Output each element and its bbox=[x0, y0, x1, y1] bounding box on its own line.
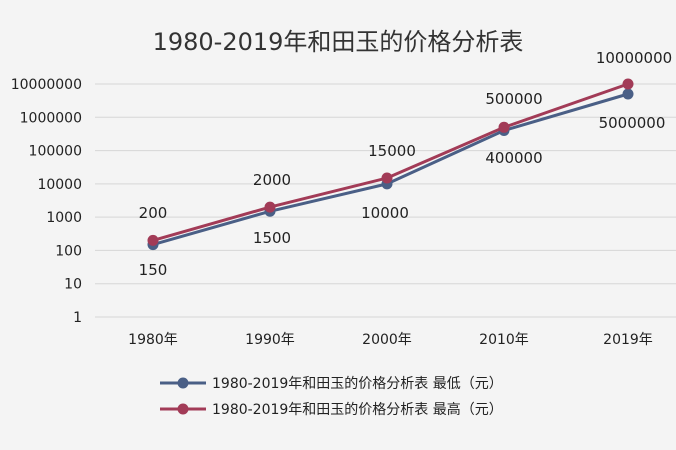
data-label-high: 10000000 bbox=[596, 49, 672, 67]
data-point bbox=[147, 234, 159, 246]
data-label-low: 400000 bbox=[485, 149, 542, 167]
data-label-high: 2000 bbox=[253, 171, 291, 189]
series-line-low bbox=[152, 92, 629, 247]
data-label-high: 15000 bbox=[368, 142, 416, 160]
y-tick-label: 1 bbox=[73, 310, 82, 326]
data-point bbox=[264, 201, 276, 213]
data-point bbox=[381, 172, 393, 184]
data-label-low: 1500 bbox=[253, 229, 291, 247]
y-tick-label: 100000 bbox=[29, 144, 82, 160]
y-tick-label: 10000000 bbox=[11, 77, 82, 93]
series-lines bbox=[147, 78, 634, 251]
data-label-high: 500000 bbox=[485, 90, 542, 108]
y-tick-label: 1000000 bbox=[20, 110, 82, 126]
y-tick-label: 100 bbox=[55, 243, 82, 259]
y-tick-label: 10000 bbox=[37, 177, 82, 193]
legend-label: 1980-2019年和田玉的价格分析表 最高（元） bbox=[212, 401, 503, 418]
x-tick-label: 1990年 bbox=[245, 332, 295, 348]
y-tick-label: 1000 bbox=[46, 210, 82, 226]
x-tick-label: 2010年 bbox=[479, 332, 529, 348]
chart-title: 1980-2019年和田玉的价格分析表 bbox=[153, 28, 524, 56]
y-tick-label: 10 bbox=[64, 277, 82, 293]
grid-lines bbox=[95, 83, 676, 318]
data-label-low: 10000 bbox=[361, 204, 409, 222]
x-tick-label: 1980年 bbox=[128, 332, 178, 348]
legend: 1980-2019年和田玉的价格分析表 最低（元） 1980-2019年和田玉的价… bbox=[160, 376, 503, 418]
data-label-low: 150 bbox=[139, 261, 168, 279]
data-point bbox=[622, 78, 634, 90]
data-point bbox=[498, 121, 510, 133]
data-labels: 150 1500 10000 400000 5000000 200 2000 15000 500… bbox=[139, 49, 673, 279]
y-axis-ticks: 1 10 100 1000 10000 100000 1000000 10000000 bbox=[11, 77, 82, 326]
x-tick-label: 2019年 bbox=[603, 332, 653, 348]
data-point bbox=[622, 88, 634, 100]
legend-marker bbox=[177, 377, 189, 389]
data-label-high: 200 bbox=[139, 204, 168, 222]
data-label-low: 5000000 bbox=[599, 114, 666, 132]
x-axis-ticks: 1980年 1990年 2000年 2010年 2019年 bbox=[128, 332, 653, 348]
legend-label: 1980-2019年和田玉的价格分析表 最低（元） bbox=[212, 376, 503, 392]
legend-marker bbox=[177, 403, 189, 415]
x-tick-label: 2000年 bbox=[362, 332, 412, 348]
